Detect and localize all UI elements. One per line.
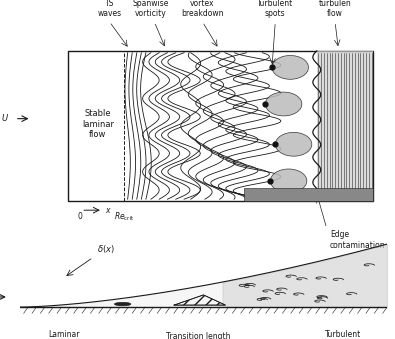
Text: Fully
turbulen
flow: Fully turbulen flow bbox=[319, 0, 352, 18]
Text: Stable
laminar
flow: Stable laminar flow bbox=[82, 109, 114, 139]
Text: U: U bbox=[2, 114, 8, 123]
Text: Three-
dimensional
vortex
breakdown: Three- dimensional vortex breakdown bbox=[179, 0, 226, 18]
Text: Turbulent
spots: Turbulent spots bbox=[257, 0, 293, 18]
Text: 0: 0 bbox=[77, 212, 82, 221]
Text: Transition length: Transition length bbox=[166, 332, 230, 339]
Ellipse shape bbox=[275, 133, 312, 156]
Ellipse shape bbox=[114, 302, 131, 306]
Text: Edge
contamination: Edge contamination bbox=[330, 230, 386, 250]
Text: Spanwise
vorticity: Spanwise vorticity bbox=[133, 0, 169, 18]
Bar bbox=[68, 51, 373, 201]
Text: Turbulent: Turbulent bbox=[325, 330, 361, 339]
Ellipse shape bbox=[270, 169, 307, 193]
Text: $Re_\mathrm{crit}$: $Re_\mathrm{crit}$ bbox=[114, 210, 135, 223]
Bar bbox=[244, 188, 373, 201]
Text: Laminar: Laminar bbox=[48, 330, 79, 339]
Text: TS
waves: TS waves bbox=[97, 0, 122, 18]
Ellipse shape bbox=[265, 92, 302, 116]
Ellipse shape bbox=[272, 56, 308, 79]
Bar bbox=[317, 51, 373, 201]
Text: $\delta(x)$: $\delta(x)$ bbox=[97, 243, 115, 255]
Text: x: x bbox=[105, 206, 110, 215]
